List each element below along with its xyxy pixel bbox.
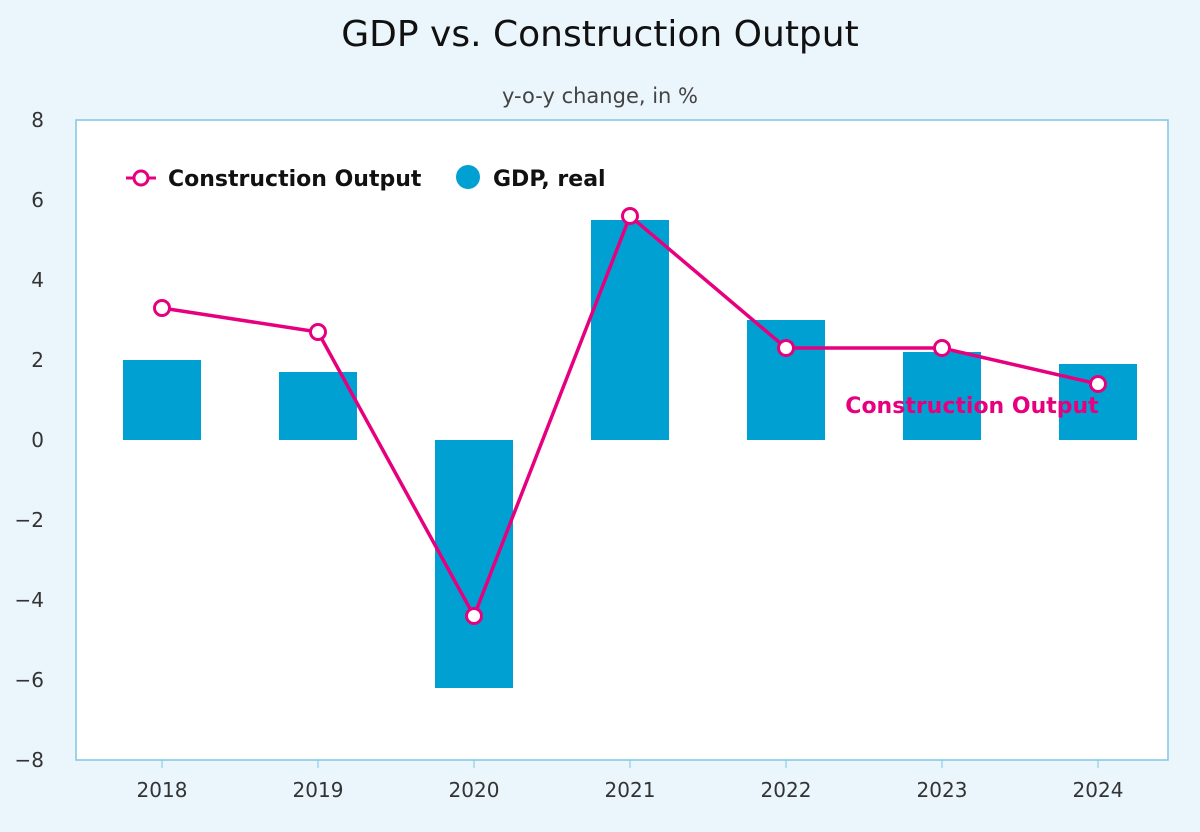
y-tick-label: −4: [15, 588, 44, 612]
legend-marker-icon: [132, 169, 150, 187]
x-tick-label: 2020: [449, 778, 500, 802]
chart-subtitle: y-o-y change, in %: [502, 84, 698, 108]
y-tick-label: 8: [31, 108, 44, 132]
bar-gdp-2019: [279, 372, 357, 440]
bar-gdp-2022: [747, 320, 825, 440]
bar-gdp-2021: [591, 220, 669, 440]
x-tick-label: 2024: [1073, 778, 1124, 802]
x-tick-label: 2019: [293, 778, 344, 802]
x-tick-label: 2021: [605, 778, 656, 802]
y-tick-label: −6: [15, 668, 44, 692]
x-tick-label: 2023: [917, 778, 968, 802]
point-construction-2019: [309, 323, 327, 341]
point-construction-2023: [933, 339, 951, 357]
series-annotation: Construction Output: [845, 394, 1099, 419]
y-tick-label: 0: [31, 428, 44, 452]
legend-dot-icon: [456, 165, 480, 189]
y-tick-label: 4: [31, 268, 44, 292]
legend-label-construction[interactable]: Construction Output: [168, 167, 422, 192]
bar-gdp-2020: [435, 440, 513, 688]
chart-title: GDP vs. Construction Output: [341, 14, 859, 55]
y-tick-label: 2: [31, 348, 44, 372]
point-construction-2020: [465, 607, 483, 625]
y-tick-label: 6: [31, 188, 44, 212]
bar-gdp-2023: [903, 352, 981, 440]
y-tick-label: −8: [15, 748, 44, 772]
legend-label-gdp[interactable]: GDP, real: [493, 167, 606, 192]
x-tick-label: 2022: [761, 778, 812, 802]
point-construction-2021: [621, 207, 639, 225]
x-tick-label: 2018: [137, 778, 188, 802]
point-construction-2022: [777, 339, 795, 357]
bar-gdp-2018: [123, 360, 201, 440]
point-construction-2018: [153, 299, 171, 317]
point-construction-2024: [1089, 375, 1107, 393]
y-tick-label: −2: [15, 508, 44, 532]
